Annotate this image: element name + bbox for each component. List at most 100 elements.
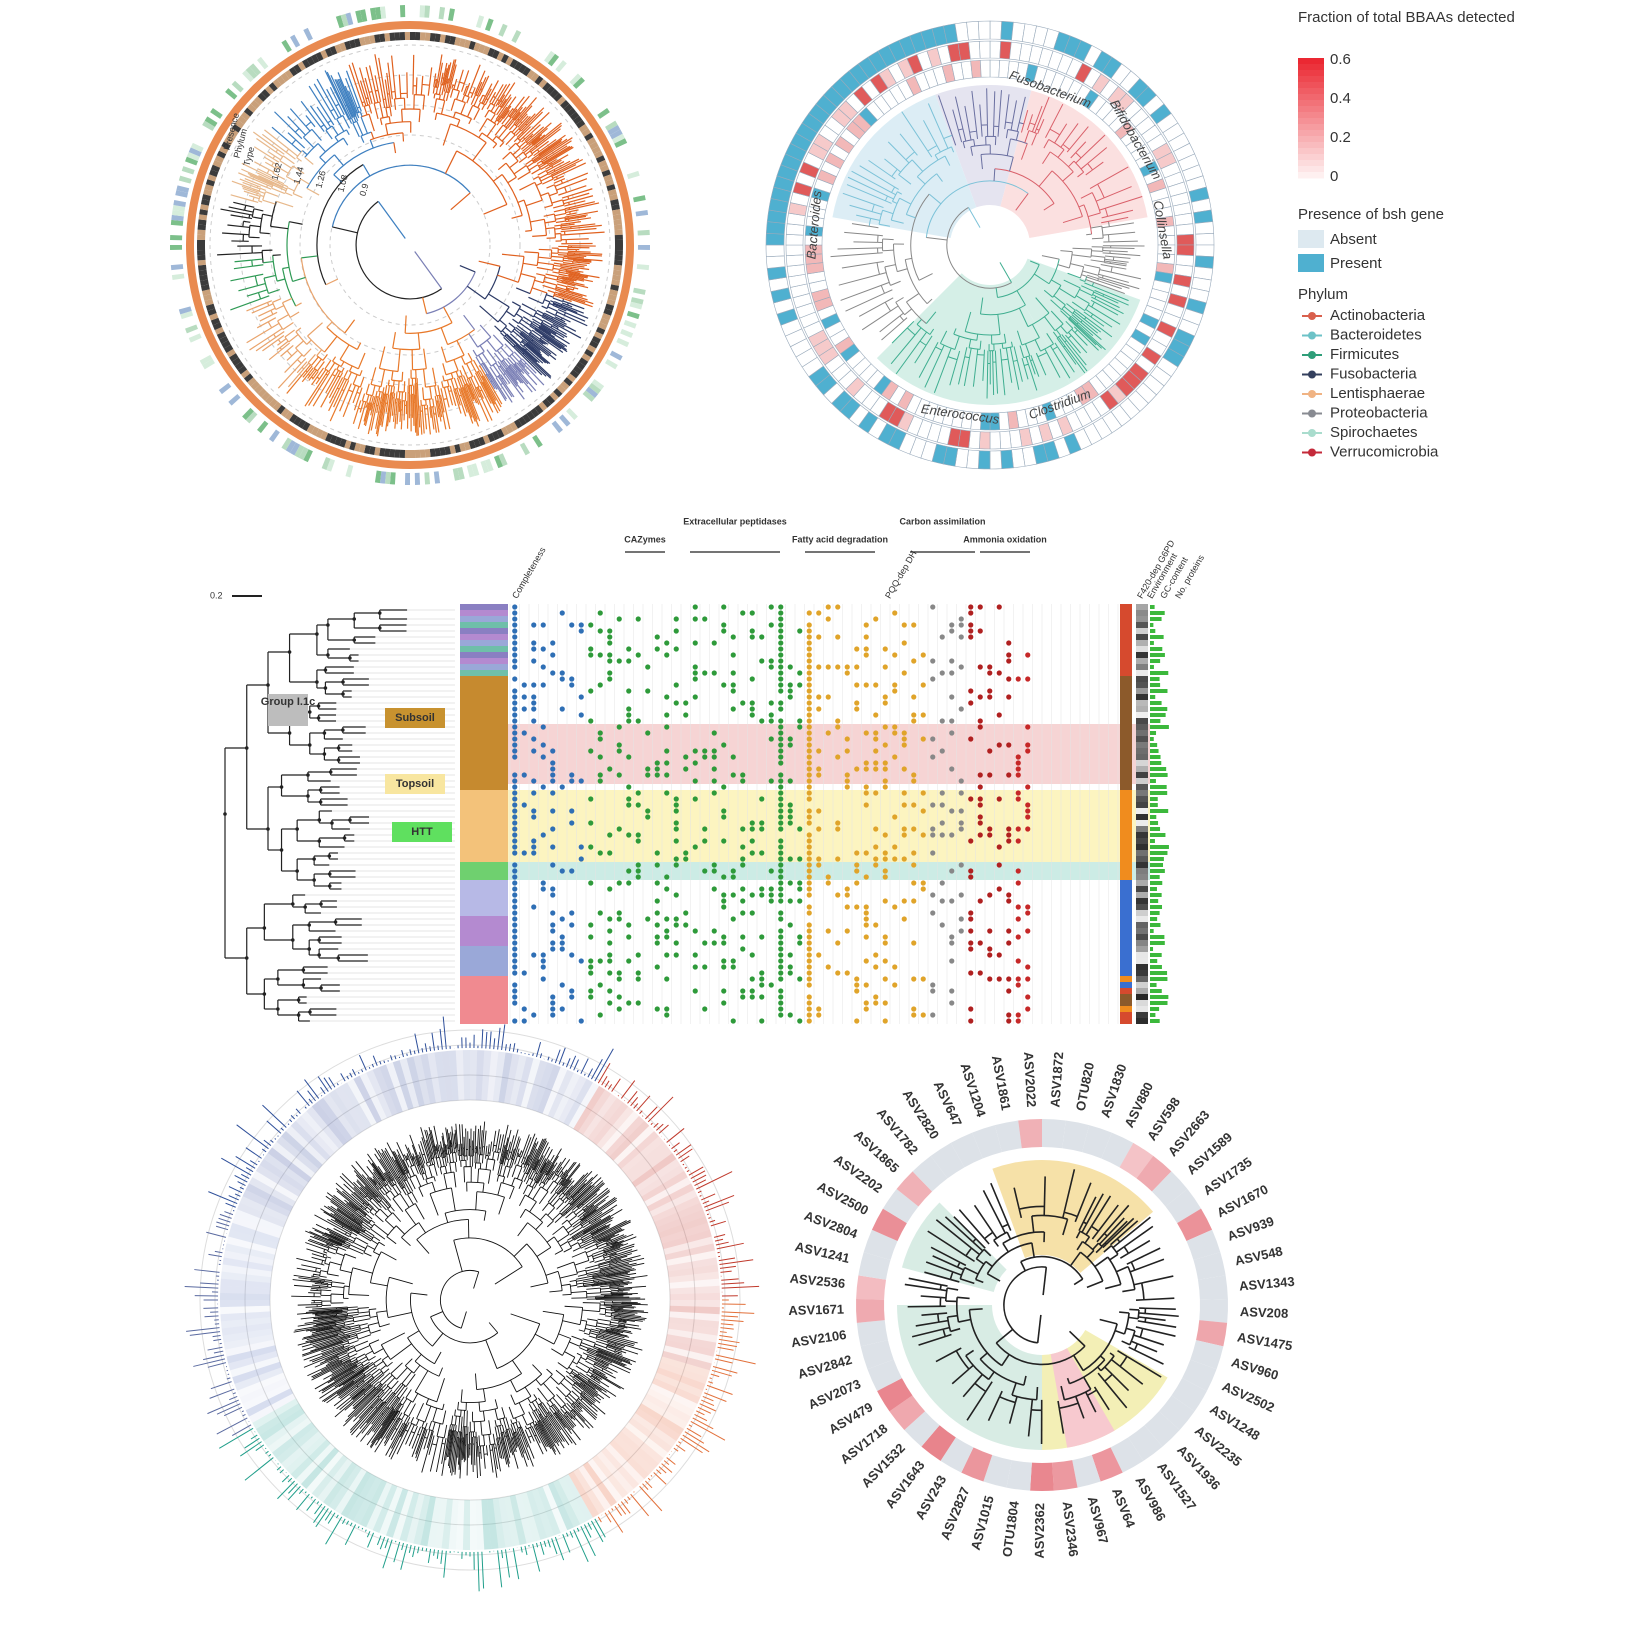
branch [553, 178, 558, 182]
environment-cell [1120, 610, 1132, 616]
gene-dot [920, 790, 926, 796]
gene-dot [977, 724, 983, 730]
branch [544, 299, 551, 303]
branch [1057, 336, 1066, 347]
gene-dot [797, 628, 803, 634]
branch [572, 271, 581, 274]
branch [363, 106, 368, 116]
branch [231, 180, 255, 190]
branch [339, 372, 344, 378]
branch [568, 217, 592, 222]
gene-dot [882, 700, 888, 706]
gene-dot [854, 664, 860, 670]
ring-cell [591, 335, 601, 344]
protein-bar [1150, 713, 1166, 717]
branch [542, 275, 546, 283]
ring-cell [542, 398, 552, 408]
ring-cell [468, 40, 476, 51]
gene-dot [930, 832, 936, 838]
branch [501, 360, 508, 369]
gene-dot [531, 646, 537, 652]
branch [339, 389, 350, 412]
gene-dot [778, 640, 784, 646]
branch [273, 328, 283, 335]
branch [500, 365, 518, 387]
gene-dot [930, 982, 936, 988]
branch [1070, 315, 1079, 324]
branch [549, 192, 558, 197]
gene-dot [911, 826, 917, 832]
gene-dot [512, 904, 518, 910]
branch [1075, 295, 1090, 304]
gene-dot [806, 814, 812, 820]
gene-dot [968, 700, 974, 706]
gc-cell [1136, 862, 1148, 868]
branch [560, 177, 566, 181]
branch [384, 124, 389, 135]
ring-cell [315, 428, 324, 439]
radial-tick: 1.26 [314, 170, 328, 190]
branch [310, 369, 318, 378]
gene-dot [787, 664, 793, 670]
branch [567, 304, 573, 308]
leaf-label [460, 610, 508, 616]
branch [258, 175, 274, 183]
ring-cell [614, 138, 628, 148]
branch [436, 98, 445, 102]
ring-cell [633, 195, 646, 203]
branch [1034, 105, 1043, 125]
branch [933, 356, 949, 393]
branch [491, 97, 497, 105]
gene-dot [759, 658, 765, 664]
gene-dot [512, 796, 518, 802]
branch [470, 94, 477, 105]
ring-cell [604, 179, 615, 187]
branch [518, 116, 531, 130]
gene-dot [787, 820, 793, 826]
branch [453, 359, 459, 371]
gene-dot [949, 808, 955, 814]
protein-bar [1150, 659, 1161, 663]
gene-dot [664, 772, 670, 778]
branch [918, 346, 936, 378]
branch [884, 289, 893, 294]
branch [279, 155, 284, 162]
branch [436, 54, 443, 82]
leaf-label [460, 646, 508, 652]
ring-cell [364, 445, 371, 455]
branch [286, 350, 293, 357]
gene-dot [569, 772, 575, 778]
branch [923, 120, 938, 146]
branch [558, 294, 593, 308]
branch [868, 159, 893, 177]
leaf-label [460, 796, 508, 802]
gene-dot [635, 616, 641, 622]
gene-dot [958, 664, 964, 670]
branch [478, 132, 483, 138]
branch [260, 295, 270, 300]
legend-label: Absent [1330, 231, 1378, 248]
branch [1107, 209, 1134, 217]
gene-dot [578, 844, 584, 850]
ring-cell [556, 96, 566, 106]
branch [540, 324, 550, 331]
leaf-label [460, 616, 508, 622]
ring-cell [1194, 255, 1215, 269]
branch [459, 81, 465, 85]
habitat-label: Topsoil [396, 778, 434, 790]
gene-dot [588, 820, 594, 826]
gene-dot [597, 910, 603, 916]
branch [335, 105, 342, 117]
branch [450, 390, 457, 407]
branch [414, 402, 417, 433]
gene-dot [996, 886, 1002, 892]
gene-dot [968, 928, 974, 934]
branch [482, 381, 488, 391]
ring-cell [581, 128, 591, 137]
gene-dot [901, 742, 907, 748]
gene-dot [730, 682, 736, 688]
gene-dot [616, 976, 622, 982]
gene-dot [778, 862, 784, 868]
branch [352, 392, 358, 404]
ring-cell [566, 407, 578, 420]
